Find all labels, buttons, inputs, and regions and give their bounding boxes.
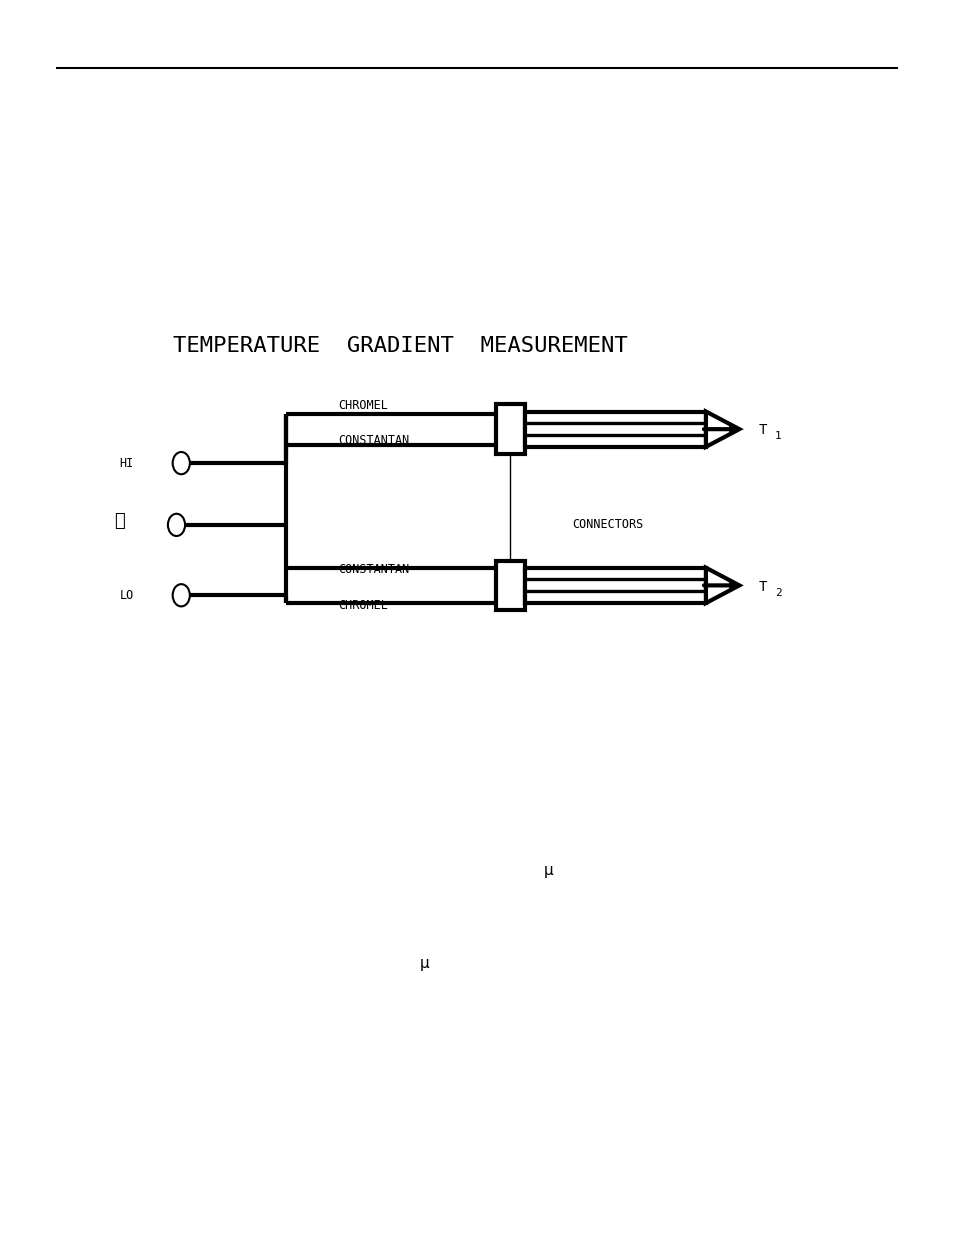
Text: LO: LO <box>119 589 133 601</box>
Bar <box>524 411 705 447</box>
Text: CONSTANTAN: CONSTANTAN <box>338 435 410 447</box>
Text: TEMPERATURE  GRADIENT  MEASUREMENT: TEMPERATURE GRADIENT MEASUREMENT <box>173 336 627 356</box>
Text: CHROMEL: CHROMEL <box>338 399 388 411</box>
Polygon shape <box>705 411 739 447</box>
Text: CONNECTORS: CONNECTORS <box>572 519 643 531</box>
Text: T: T <box>758 579 766 594</box>
Bar <box>524 568 705 603</box>
Text: CHROMEL: CHROMEL <box>338 599 388 611</box>
Text: T: T <box>758 422 766 437</box>
Text: 1: 1 <box>774 431 781 441</box>
Text: ⏚: ⏚ <box>113 513 125 530</box>
Bar <box>496 561 524 610</box>
Text: μ: μ <box>419 956 429 971</box>
Polygon shape <box>705 568 739 603</box>
Text: μ: μ <box>543 863 553 878</box>
Text: 2: 2 <box>774 588 781 598</box>
Bar <box>496 405 524 454</box>
Text: HI: HI <box>119 457 133 469</box>
Text: CONSTANTAN: CONSTANTAN <box>338 563 410 576</box>
